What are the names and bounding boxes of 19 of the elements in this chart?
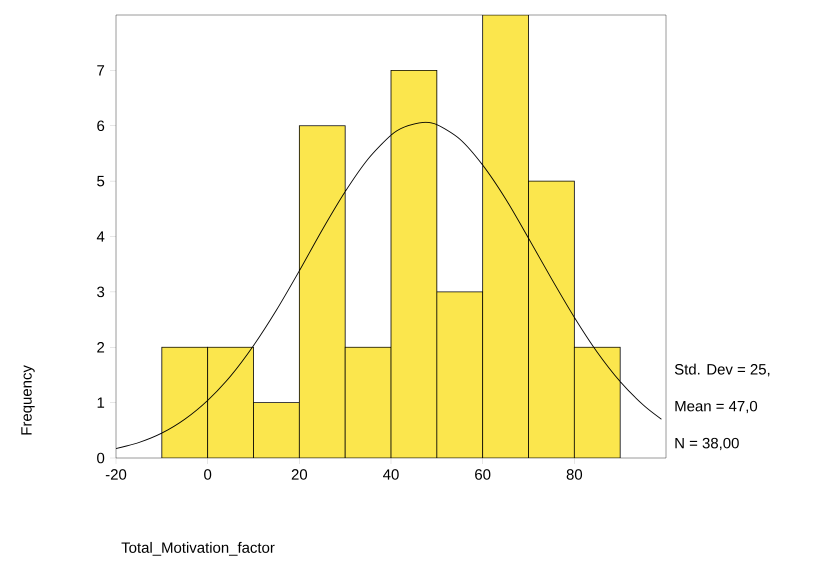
- y-tick-label: 0: [97, 452, 104, 464]
- y-tick-label: 7: [97, 65, 104, 76]
- y-tick-label: 1: [98, 397, 104, 408]
- y-tick-label: 3: [97, 286, 104, 298]
- text: N = 38,00: [675, 438, 739, 450]
- y-tick-label: 2: [97, 342, 104, 352]
- y-axis-title: Frequency: [21, 365, 35, 434]
- x-tick-label: 40: [383, 469, 399, 480]
- text: Mean = 47,0: [675, 400, 758, 414]
- text: Std. Dev = 25,: [674, 364, 770, 376]
- y-tick-label: 5: [97, 176, 104, 186]
- y-tick-label: 6: [97, 120, 104, 132]
- y-tick-label: 4: [96, 231, 104, 242]
- x-tick-label: 0: [204, 469, 212, 480]
- x-tick-label: -20: [106, 469, 126, 480]
- x-axis-title: Total_Motivation_factor: [122, 542, 275, 556]
- x-tick-label: 60: [475, 469, 490, 480]
- x-tick-label: 80: [566, 469, 582, 480]
- x-tick-label: 20: [292, 469, 308, 480]
